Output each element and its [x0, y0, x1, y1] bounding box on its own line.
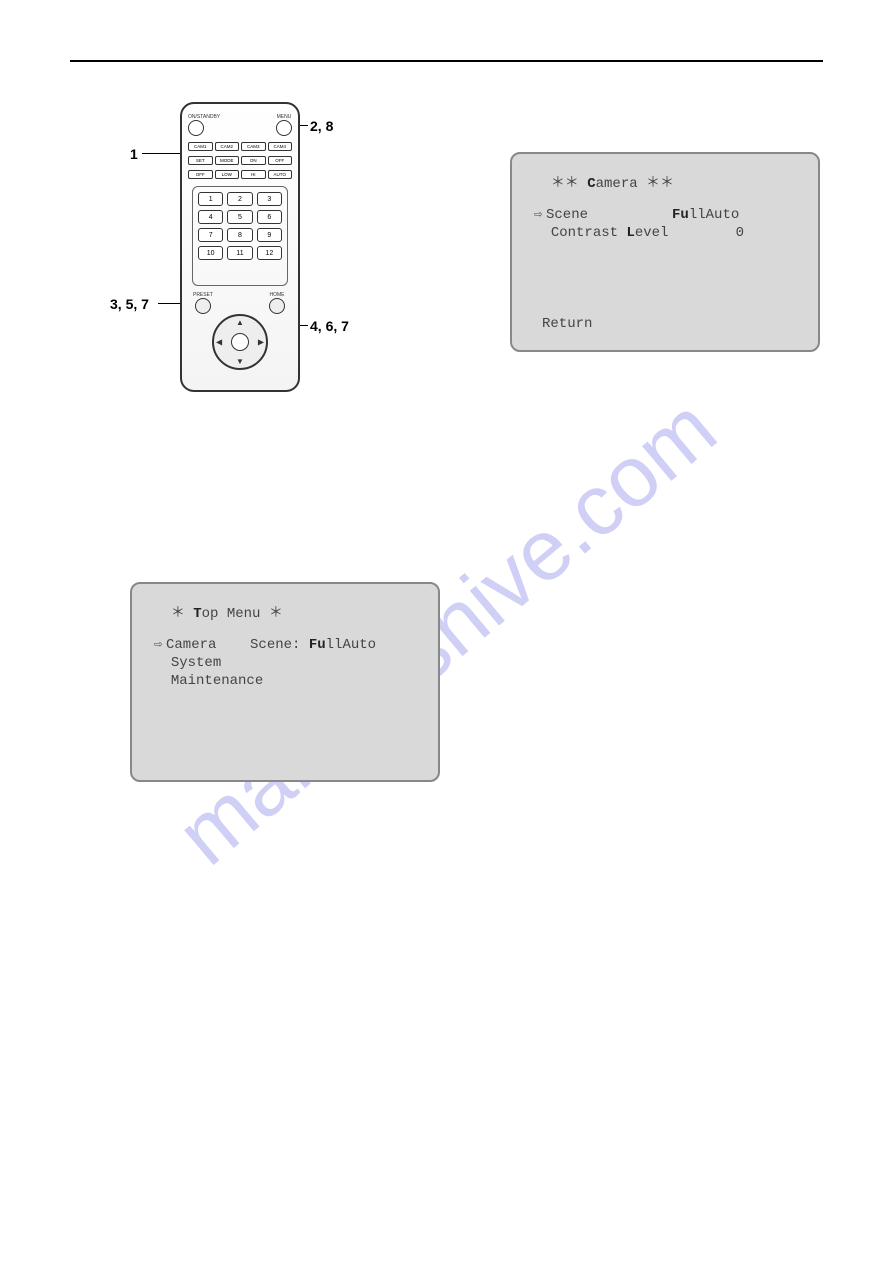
- dpad-right-icon: ▶: [258, 338, 264, 347]
- preset-button-group: PRESET: [192, 292, 214, 314]
- dpad: ▲ ▼ ◀ ▶: [212, 314, 268, 370]
- preset-label: PRESET: [192, 292, 214, 298]
- num-7: 7: [198, 228, 223, 242]
- onstandby-button: [188, 120, 204, 136]
- callout-2-8: 2, 8: [310, 118, 333, 134]
- home-button: [269, 298, 285, 314]
- num-3: 3: [257, 192, 282, 206]
- num-5: 5: [227, 210, 252, 224]
- cursor-icon: ⇨: [154, 636, 166, 653]
- cam2-button: CAM2: [215, 142, 240, 151]
- cam1-button: CAM1: [188, 142, 213, 151]
- off-button: OFF: [268, 156, 293, 165]
- callout-3-5-7: 3, 5, 7: [110, 296, 149, 312]
- num-8: 8: [227, 228, 252, 242]
- gain-low-button: LOW: [215, 170, 240, 179]
- preset-button: [195, 298, 211, 314]
- menu-button: [276, 120, 292, 136]
- num-1: 1: [198, 192, 223, 206]
- cam-button-row: CAM1 CAM2 CAM3 CAM4: [188, 142, 292, 151]
- top-menu-screen: ＊ Top Menu ＊ ⇨Camera Scene: FullAuto Sys…: [130, 582, 440, 782]
- camera-menu-return: Return: [542, 316, 592, 332]
- top-menu-system: System: [154, 655, 416, 671]
- gain-row: OFF LOW HI AUTO: [188, 170, 292, 179]
- home-button-group: HOME: [266, 292, 288, 314]
- cursor-icon: ⇨: [534, 206, 546, 223]
- gain-hi-button: HI: [241, 170, 266, 179]
- top-menu-maintenance: Maintenance: [154, 673, 416, 689]
- camera-menu-screen: ＊＊ Camera ＊＊ ⇨Scene FullAuto Contrast Le…: [510, 152, 820, 352]
- on-button: ON: [241, 156, 266, 165]
- camera-menu-title: ＊＊ Camera ＊＊: [534, 172, 796, 192]
- callout-1: 1: [130, 146, 138, 162]
- dpad-left-icon: ◀: [216, 338, 222, 347]
- home-label: HOME: [266, 292, 288, 298]
- remote-diagram: 1 2, 8 3, 5, 7 4, 6, 7 ON/STANDBY: [130, 102, 390, 412]
- num-2: 2: [227, 192, 252, 206]
- gain-off-button: OFF: [188, 170, 213, 179]
- dpad-down-icon: ▼: [236, 357, 244, 366]
- numpad: 1 2 3 4 5 6 7 8 9 10 11 12: [198, 192, 282, 260]
- num-10: 10: [198, 246, 223, 260]
- header-rule: [70, 60, 823, 62]
- top-menu-camera: ⇨Camera Scene: FullAuto: [154, 636, 416, 653]
- num-9: 9: [257, 228, 282, 242]
- mode-row: SET MODE ON OFF: [188, 156, 292, 165]
- num-4: 4: [198, 210, 223, 224]
- camera-menu-contrast: Contrast Level 0: [534, 225, 796, 241]
- dpad-up-icon: ▲: [236, 318, 244, 327]
- dpad-center-button: [231, 333, 249, 351]
- callout-4-6-7: 4, 6, 7: [310, 318, 349, 334]
- cam4-button: CAM4: [268, 142, 293, 151]
- top-menu-title: ＊ Top Menu ＊: [154, 602, 416, 622]
- num-6: 6: [257, 210, 282, 224]
- num-12: 12: [257, 246, 282, 260]
- mode-button: MODE: [215, 156, 240, 165]
- num-11: 11: [227, 246, 252, 260]
- menu-label: MENU: [276, 114, 292, 120]
- leader-1: [142, 153, 182, 154]
- remote-body: ON/STANDBY MENU CAM1 CAM2 CAM3 CAM4: [180, 102, 300, 392]
- gain-auto-button: AUTO: [268, 170, 293, 179]
- onstandby-label: ON/STANDBY: [188, 114, 220, 120]
- set-button: SET: [188, 156, 213, 165]
- camera-menu-scene: ⇨Scene FullAuto: [534, 206, 796, 223]
- cam3-button: CAM3: [241, 142, 266, 151]
